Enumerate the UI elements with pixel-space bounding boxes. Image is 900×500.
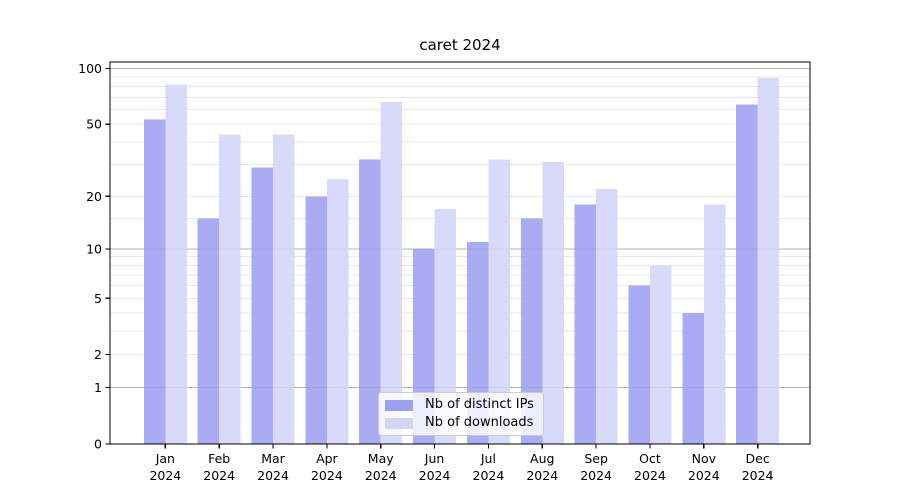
y-tick-label-2: 2	[94, 347, 102, 362]
bar-ips-apr	[305, 196, 327, 444]
bar-downloads-nov	[703, 204, 726, 444]
x-tick-label-dec: Dec	[746, 451, 770, 466]
legend-item-downloads: Nb of downloads	[385, 416, 537, 430]
bar-downloads-aug	[542, 162, 564, 445]
bar-downloads-jul	[488, 159, 510, 444]
y-tick-label-1: 1	[94, 380, 102, 395]
x-tick-label-jan: Jan	[155, 451, 175, 466]
bar-downloads-sep	[596, 188, 618, 444]
x-tick-year-mar: 2024	[257, 468, 289, 483]
x-tick-year-feb: 2024	[203, 468, 235, 483]
x-tick-label-sep: Sep	[584, 451, 608, 466]
x-tick-year-dec: 2024	[742, 468, 774, 483]
chart-title: caret 2024	[419, 36, 501, 54]
x-tick-label-apr: Apr	[316, 451, 338, 466]
x-tick-year-aug: 2024	[526, 468, 558, 483]
bar-downloads-oct	[649, 265, 672, 444]
x-tick-year-may: 2024	[365, 468, 397, 483]
x-tick-label-oct: Oct	[639, 451, 661, 466]
y-tick-label-10: 10	[86, 241, 102, 256]
bar-downloads-mar	[273, 134, 295, 444]
legend-color-swatch-ips	[385, 399, 413, 411]
legend-label-ips: Nb of distinct IPs	[425, 397, 534, 412]
bar-ips-feb	[197, 218, 220, 444]
legend-color-swatch-downloads	[385, 417, 413, 429]
bar-ips-jan	[143, 119, 166, 445]
bar-ips-mar	[251, 167, 274, 444]
bar-ips-may	[359, 159, 381, 444]
bar-ips-dec	[736, 104, 758, 444]
x-tick-label-may: May	[368, 451, 394, 466]
x-tick-year-nov: 2024	[688, 468, 720, 483]
y-tick-label-0: 0	[94, 437, 102, 452]
x-tick-year-sep: 2024	[580, 468, 612, 483]
bar-ips-sep	[574, 204, 597, 444]
bar-downloads-dec	[757, 77, 780, 445]
plot-border	[109, 61, 811, 445]
bar-ips-oct	[628, 285, 650, 444]
x-tick-year-jan: 2024	[149, 468, 181, 483]
legend-item-distinct-ips: Nb of distinct IPs	[385, 398, 537, 412]
x-tick-label-feb: Feb	[208, 451, 230, 466]
x-tick-label-mar: Mar	[261, 451, 285, 466]
y-tick-label-50: 50	[86, 117, 102, 132]
x-tick-year-jul: 2024	[473, 468, 505, 483]
bar-downloads-apr	[326, 178, 349, 444]
bar-ips-nov	[682, 313, 704, 444]
bar-downloads-jan	[165, 84, 187, 444]
bar-downloads-feb	[219, 134, 241, 444]
x-tick-label-aug: Aug	[530, 451, 554, 466]
y-tick-label-20: 20	[86, 189, 102, 204]
x-tick-year-oct: 2024	[634, 468, 666, 483]
x-tick-label-nov: Nov	[692, 451, 717, 466]
legend: Nb of distinct IPs Nb of downloads	[378, 392, 544, 436]
bar-downloads-jun	[434, 208, 457, 444]
x-tick-year-jun: 2024	[419, 468, 451, 483]
x-tick-year-apr: 2024	[311, 468, 343, 483]
x-tick-label-jun: Jun	[424, 451, 445, 466]
bar-ips-aug	[520, 218, 543, 444]
bar-downloads-may	[380, 101, 403, 444]
y-tick-label-100: 100	[78, 61, 102, 76]
y-tick-label-5: 5	[94, 291, 102, 306]
x-tick-label-jul: Jul	[480, 451, 496, 466]
legend-label-downloads: Nb of downloads	[425, 415, 534, 430]
